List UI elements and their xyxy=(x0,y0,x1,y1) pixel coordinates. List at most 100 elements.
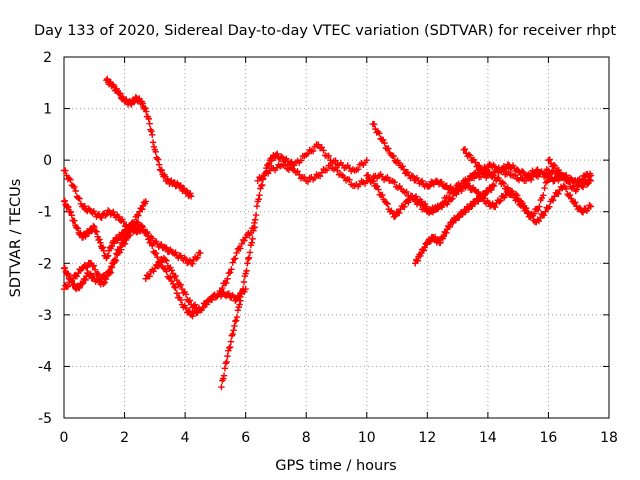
data-point xyxy=(481,166,488,174)
y-tick-label: -2 xyxy=(38,256,52,272)
data-point xyxy=(392,212,399,220)
data-point xyxy=(189,312,196,320)
y-tick-label: 1 xyxy=(43,102,52,118)
data-point xyxy=(438,178,445,186)
data-point xyxy=(239,285,247,293)
data-point xyxy=(458,187,465,195)
data-point xyxy=(113,85,120,93)
data-point xyxy=(226,269,234,276)
data-point xyxy=(449,195,456,202)
data-point xyxy=(316,173,324,180)
data-point xyxy=(447,183,454,191)
data-point xyxy=(520,168,527,176)
data-point xyxy=(418,177,426,185)
data-point xyxy=(243,267,250,275)
data-point xyxy=(220,372,228,379)
data-point xyxy=(135,212,142,219)
data-point xyxy=(67,208,75,216)
data-point xyxy=(504,184,511,191)
data-point xyxy=(579,209,587,216)
data-point xyxy=(420,247,428,254)
data-point xyxy=(255,196,262,203)
data-point xyxy=(149,139,157,146)
data-point xyxy=(520,203,527,210)
data-point xyxy=(162,256,169,263)
data-point xyxy=(315,141,322,148)
data-point xyxy=(232,317,240,324)
data-point xyxy=(572,199,579,206)
data-point xyxy=(245,255,252,263)
data-point xyxy=(346,176,353,183)
data-point xyxy=(373,183,381,190)
data-point xyxy=(102,275,110,283)
data-point xyxy=(514,198,522,205)
data-point xyxy=(381,139,388,147)
data-point xyxy=(145,115,152,123)
data-point xyxy=(401,203,408,210)
data-point xyxy=(126,228,133,235)
data-point xyxy=(182,291,190,298)
plot-frame xyxy=(63,56,610,419)
data-point xyxy=(297,157,305,164)
data-point xyxy=(548,174,556,181)
data-point xyxy=(543,178,551,185)
data-point xyxy=(172,249,179,256)
data-point xyxy=(380,136,387,144)
data-point xyxy=(375,186,382,193)
data-point xyxy=(323,166,331,174)
x-tick-labels: 0 2 4 6 8 10 12 14 16 18 xyxy=(60,430,618,446)
data-point xyxy=(224,352,231,360)
data-point xyxy=(149,242,156,250)
data-point xyxy=(101,279,108,286)
data-point xyxy=(237,297,244,304)
data-point xyxy=(197,249,204,257)
data-point xyxy=(150,143,158,151)
data-point xyxy=(258,181,266,189)
data-point xyxy=(396,209,403,217)
data-point xyxy=(155,156,162,163)
data-point xyxy=(461,146,469,153)
x-tick-label: 0 xyxy=(60,430,69,446)
data-point xyxy=(82,233,89,240)
data-point xyxy=(560,172,568,179)
data-point xyxy=(94,275,102,283)
data-point xyxy=(104,252,112,259)
data-point xyxy=(100,280,107,288)
x-tick-label: 18 xyxy=(600,430,618,446)
data-point xyxy=(230,327,237,334)
data-point xyxy=(577,181,585,188)
data-point xyxy=(76,195,83,202)
data-point xyxy=(288,158,295,166)
data-point xyxy=(578,176,586,183)
data-point xyxy=(237,245,244,252)
data-point xyxy=(259,175,267,182)
data-point xyxy=(391,179,398,186)
data-point xyxy=(71,183,78,191)
data-point xyxy=(223,279,230,287)
data-point xyxy=(379,191,386,199)
data-point xyxy=(84,263,91,271)
data-point xyxy=(121,240,129,248)
x-tick-label: 10 xyxy=(358,430,376,446)
data-point xyxy=(254,177,261,184)
data-point xyxy=(437,239,444,247)
data-point xyxy=(240,278,248,286)
data-point xyxy=(481,192,488,199)
series-track-j xyxy=(363,171,552,221)
data-point xyxy=(142,198,149,205)
data-point xyxy=(550,197,557,204)
data-point xyxy=(404,169,412,176)
data-point xyxy=(587,203,595,210)
data-point xyxy=(229,331,236,338)
data-point xyxy=(509,190,517,197)
x-tick-label: 8 xyxy=(302,430,311,446)
data-point xyxy=(189,260,196,268)
data-point xyxy=(152,148,159,156)
data-point xyxy=(208,296,216,304)
y-tick-label: -1 xyxy=(38,205,52,221)
data-point xyxy=(566,191,574,199)
data-point xyxy=(236,301,243,308)
data-point xyxy=(583,181,591,188)
data-point xyxy=(120,236,128,244)
data-point xyxy=(158,241,165,248)
